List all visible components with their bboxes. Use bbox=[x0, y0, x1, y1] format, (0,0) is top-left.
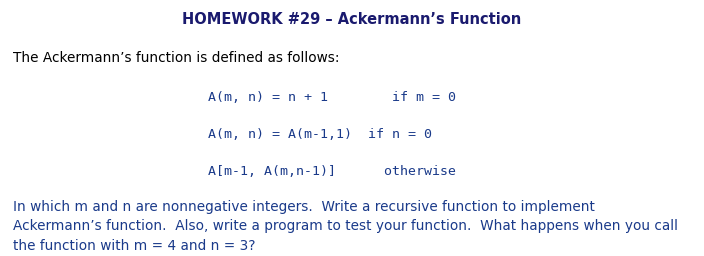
Text: A(m, n) = n + 1        if m = 0: A(m, n) = n + 1 if m = 0 bbox=[208, 91, 455, 104]
Text: The Ackermann’s function is defined as follows:: The Ackermann’s function is defined as f… bbox=[13, 51, 339, 65]
Text: HOMEWORK #29 – Ackermann’s Function: HOMEWORK #29 – Ackermann’s Function bbox=[182, 12, 522, 27]
Text: In which m and n are nonnegative integers.  Write a recursive function to implem: In which m and n are nonnegative integer… bbox=[13, 200, 678, 253]
Text: A(m, n) = A(m-1,1)  if n = 0: A(m, n) = A(m-1,1) if n = 0 bbox=[208, 128, 432, 141]
Text: A[m-1, A(m,n-1)]      otherwise: A[m-1, A(m,n-1)] otherwise bbox=[208, 165, 455, 178]
